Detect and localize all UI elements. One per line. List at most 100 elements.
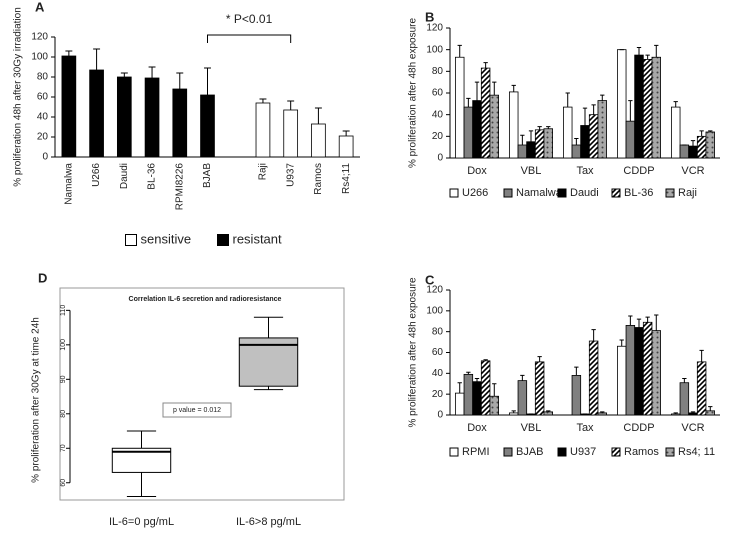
bar bbox=[489, 94, 499, 159]
x-tick-label: CDDP bbox=[623, 165, 654, 177]
error-bar bbox=[673, 412, 678, 414]
error-bar bbox=[176, 72, 184, 89]
y-tick-label: 0 bbox=[42, 152, 48, 163]
x-tick-label: Namalwa bbox=[64, 163, 75, 205]
y-tick-label: 20 bbox=[37, 132, 49, 143]
error-bar bbox=[457, 44, 462, 58]
legend-swatch bbox=[503, 447, 513, 457]
error-bar bbox=[492, 81, 497, 96]
error-bar bbox=[120, 72, 128, 77]
x-tick-label: Dox bbox=[467, 422, 487, 434]
bar bbox=[480, 67, 491, 159]
error-bar bbox=[690, 411, 696, 413]
legend-label: BL-36 bbox=[624, 187, 653, 199]
bar bbox=[642, 59, 653, 159]
x-tick-label: Daudi bbox=[119, 163, 130, 189]
error-bar bbox=[619, 339, 624, 347]
x-tick-label: Raji bbox=[258, 163, 269, 180]
error-bar bbox=[565, 92, 570, 108]
bar bbox=[696, 361, 707, 416]
annotation-box bbox=[162, 402, 232, 418]
bar bbox=[517, 380, 528, 416]
error-bar bbox=[474, 378, 480, 382]
x-tick-label: U937 bbox=[285, 163, 296, 187]
bar bbox=[517, 144, 528, 159]
legend-swatch bbox=[449, 447, 459, 457]
y-tick-label: 100 bbox=[31, 52, 48, 63]
legend-swatch bbox=[557, 188, 567, 198]
error-bar bbox=[574, 366, 579, 376]
bar bbox=[588, 340, 599, 416]
x-tick-label: RPMI8226 bbox=[174, 163, 185, 211]
x-tick-label: Tax bbox=[576, 422, 594, 434]
bar bbox=[463, 106, 474, 159]
bar bbox=[651, 330, 662, 416]
error-bar bbox=[591, 329, 596, 342]
x-tick-label: IL-6=0 pg/mL bbox=[109, 516, 174, 528]
bar bbox=[671, 106, 681, 159]
error-bar bbox=[204, 67, 211, 95]
bar bbox=[651, 56, 662, 159]
error-bar bbox=[645, 316, 650, 323]
error-bar bbox=[682, 378, 687, 383]
y-tick-label: 80 bbox=[432, 326, 444, 337]
bar bbox=[172, 88, 188, 158]
error-bar bbox=[466, 371, 471, 375]
bar bbox=[634, 327, 644, 416]
bar bbox=[454, 392, 465, 416]
bar bbox=[617, 49, 627, 159]
legend-swatch bbox=[125, 234, 137, 246]
bar bbox=[688, 145, 698, 159]
bar bbox=[311, 123, 326, 158]
x-tick-label: Ramos bbox=[313, 163, 324, 195]
legend-swatch bbox=[557, 447, 567, 457]
y-tick-label: 100 bbox=[426, 44, 443, 55]
bar bbox=[696, 135, 707, 159]
y-tick-label: 100 bbox=[60, 339, 67, 351]
bar bbox=[597, 100, 608, 159]
error-bar bbox=[93, 48, 101, 70]
panel-label: D bbox=[38, 270, 47, 285]
bar bbox=[454, 56, 465, 159]
bar bbox=[489, 395, 499, 416]
error-bar bbox=[699, 130, 704, 137]
error-bar bbox=[591, 104, 596, 115]
panel-label: A bbox=[35, 0, 45, 14]
error-bar bbox=[708, 130, 713, 132]
legend-label: Rs4; 11 bbox=[678, 446, 715, 458]
error-bar bbox=[636, 318, 642, 328]
legend-label: BJAB bbox=[516, 446, 544, 458]
bar bbox=[255, 102, 271, 158]
legend-label: Ramos bbox=[624, 446, 659, 458]
chart-title: Correlation IL-6 secretion and radioresi… bbox=[129, 296, 282, 303]
bar bbox=[543, 411, 554, 416]
y-tick-label: 0 bbox=[437, 153, 443, 164]
bar bbox=[679, 144, 690, 159]
significance-bracket bbox=[207, 34, 292, 43]
x-tick-label: U266 bbox=[91, 163, 102, 187]
annotation: * P<0.01 bbox=[226, 12, 273, 26]
error-bar bbox=[466, 97, 471, 108]
y-tick-label: 120 bbox=[426, 285, 443, 296]
bar bbox=[534, 361, 545, 416]
x-tick-label: VBL bbox=[521, 422, 542, 434]
y-tick-label: 80 bbox=[432, 66, 444, 77]
y-tick-label: 40 bbox=[37, 112, 49, 123]
bar bbox=[705, 410, 716, 416]
y-tick-label: 20 bbox=[432, 389, 444, 400]
bar bbox=[597, 412, 608, 416]
annotation: p value = 0.012 bbox=[173, 407, 221, 414]
error-bar bbox=[520, 134, 525, 145]
x-tick-label: CDDP bbox=[623, 422, 654, 434]
y-axis-label: % proliferation 48h after 30Gy irradiati… bbox=[13, 7, 24, 187]
y-tick-label: 120 bbox=[31, 32, 48, 43]
bar bbox=[508, 412, 519, 416]
legend-swatch bbox=[503, 188, 513, 198]
y-axis-label: % proliferation after 48h exposure bbox=[408, 277, 419, 428]
y-tick-label: 40 bbox=[432, 368, 444, 379]
error-bar bbox=[546, 126, 551, 129]
y-tick-label: 60 bbox=[60, 479, 67, 487]
legend-swatch bbox=[611, 188, 621, 198]
error-bar bbox=[528, 130, 534, 142]
error-bar bbox=[342, 130, 350, 136]
